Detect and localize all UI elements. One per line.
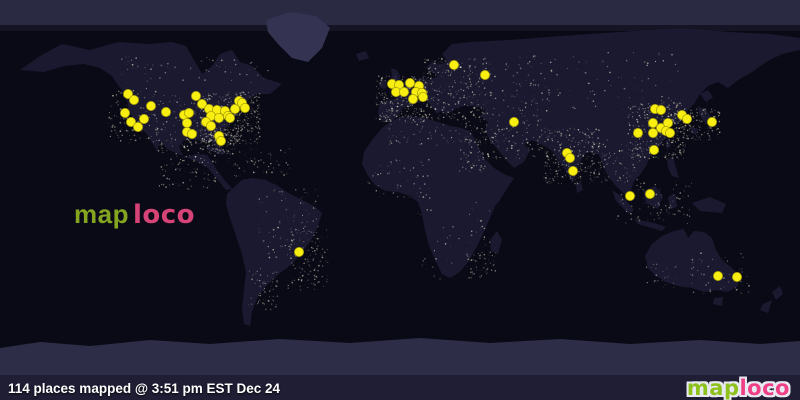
place-marker — [682, 114, 693, 125]
place-marker — [224, 113, 235, 124]
place-marker — [145, 101, 156, 112]
place-marker — [398, 87, 409, 98]
place-marker — [648, 118, 659, 129]
place-marker — [565, 152, 576, 163]
place-marker — [229, 104, 240, 115]
place-marker — [120, 108, 131, 119]
place-marker — [213, 113, 224, 124]
place-marker — [132, 122, 143, 133]
place-marker — [196, 99, 207, 110]
north-america — [20, 42, 282, 190]
place-marker — [625, 190, 636, 201]
new-guinea — [692, 197, 726, 213]
new-zealand-north — [772, 286, 783, 300]
japan-hokkaido — [700, 90, 713, 102]
africa — [362, 116, 514, 278]
ireland — [379, 80, 387, 89]
place-marker — [417, 92, 428, 103]
arctic-coast — [0, 25, 800, 31]
watermark-loco-text: loco — [132, 200, 196, 230]
place-marker — [128, 95, 139, 106]
sulawesi — [668, 193, 677, 209]
place-marker — [649, 144, 660, 155]
place-markers — [120, 60, 743, 282]
place-marker — [123, 89, 134, 100]
footer-loco-text: loco — [739, 376, 790, 400]
places-mapped-status: 114 places mapped @ 3:51 pm EST Dec 24 — [8, 381, 281, 396]
place-marker — [407, 94, 418, 105]
place-marker — [404, 78, 415, 89]
maploco-watermark-logo[interactable]: map loco — [74, 201, 195, 228]
place-marker — [186, 128, 197, 139]
greenland — [266, 12, 330, 62]
place-marker — [633, 127, 644, 138]
cuba — [206, 146, 226, 155]
place-marker — [190, 91, 201, 102]
place-marker — [215, 135, 226, 146]
place-marker — [508, 117, 519, 128]
place-marker — [645, 188, 656, 199]
sumatra — [612, 190, 634, 214]
place-marker — [160, 107, 171, 118]
watermark-map-text: map — [74, 199, 129, 229]
place-marker — [138, 114, 149, 125]
place-marker — [205, 121, 216, 132]
maploco-footer-logo[interactable]: maploco — [687, 378, 790, 399]
place-marker — [448, 60, 459, 71]
place-marker — [183, 108, 194, 119]
place-marker — [181, 118, 192, 129]
footer-map-text: map — [686, 376, 740, 400]
place-marker — [732, 271, 743, 282]
place-marker — [239, 103, 250, 114]
place-marker — [707, 117, 718, 128]
madagascar — [490, 231, 502, 254]
sri-lanka — [576, 182, 583, 193]
new-zealand-south — [760, 300, 772, 313]
tasmania — [713, 297, 723, 306]
city-lights-texture — [107, 51, 751, 311]
place-marker — [126, 117, 137, 128]
java — [634, 219, 666, 231]
japan-kyushu — [690, 127, 698, 135]
iceland — [356, 51, 369, 61]
philippines — [667, 157, 679, 178]
place-marker — [665, 127, 676, 138]
place-marker — [568, 165, 579, 176]
place-marker — [713, 270, 724, 281]
place-marker — [293, 246, 304, 257]
place-marker — [648, 127, 659, 138]
status-bar: 114 places mapped @ 3:51 pm EST Dec 24 — [0, 375, 800, 400]
place-marker — [479, 70, 490, 81]
south-america — [226, 178, 322, 326]
place-marker — [656, 105, 667, 116]
taiwan — [665, 138, 671, 149]
arctic-band — [0, 0, 800, 25]
